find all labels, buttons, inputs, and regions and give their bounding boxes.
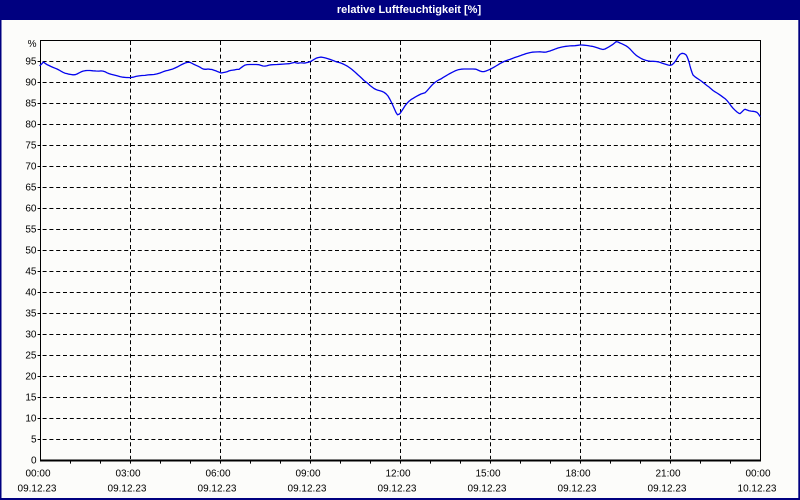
svg-text:50: 50 — [25, 246, 37, 257]
svg-text:10.12.23: 10.12.23 — [738, 484, 777, 495]
svg-text:80: 80 — [25, 120, 37, 131]
svg-text:09.12.23: 09.12.23 — [378, 484, 417, 495]
svg-text:20: 20 — [25, 372, 37, 383]
svg-text:0: 0 — [31, 456, 37, 467]
svg-text:75: 75 — [25, 141, 37, 152]
svg-text:relative Luftfeuchtigkeit [%]: relative Luftfeuchtigkeit [%] — [337, 4, 482, 16]
svg-text:90: 90 — [25, 78, 37, 89]
svg-text:21:00: 21:00 — [655, 469, 680, 480]
svg-text:10: 10 — [25, 414, 37, 425]
svg-text:65: 65 — [25, 183, 37, 194]
svg-text:09:00: 09:00 — [295, 469, 320, 480]
svg-text:09.12.23: 09.12.23 — [18, 484, 57, 495]
svg-text:09.12.23: 09.12.23 — [288, 484, 327, 495]
svg-text:%: % — [28, 39, 37, 50]
svg-text:09.12.23: 09.12.23 — [198, 484, 237, 495]
svg-text:40: 40 — [25, 288, 37, 299]
svg-text:09.12.23: 09.12.23 — [468, 484, 507, 495]
svg-text:95: 95 — [25, 57, 37, 68]
svg-text:30: 30 — [25, 330, 37, 341]
svg-text:45: 45 — [25, 267, 37, 278]
svg-text:70: 70 — [25, 162, 37, 173]
svg-text:60: 60 — [25, 204, 37, 215]
svg-text:00:00: 00:00 — [745, 469, 770, 480]
svg-text:00:00: 00:00 — [25, 469, 50, 480]
svg-text:09.12.23: 09.12.23 — [558, 484, 597, 495]
svg-text:03:00: 03:00 — [115, 469, 140, 480]
svg-text:15:00: 15:00 — [475, 469, 500, 480]
svg-text:09.12.23: 09.12.23 — [108, 484, 147, 495]
svg-text:85: 85 — [25, 99, 37, 110]
svg-text:12:00: 12:00 — [385, 469, 410, 480]
svg-text:15: 15 — [25, 393, 37, 404]
svg-text:18:00: 18:00 — [565, 469, 590, 480]
svg-text:35: 35 — [25, 309, 37, 320]
svg-text:06:00: 06:00 — [205, 469, 230, 480]
svg-text:5: 5 — [31, 435, 37, 446]
svg-text:55: 55 — [25, 225, 37, 236]
svg-text:09.12.23: 09.12.23 — [648, 484, 687, 495]
svg-text:25: 25 — [25, 351, 37, 362]
